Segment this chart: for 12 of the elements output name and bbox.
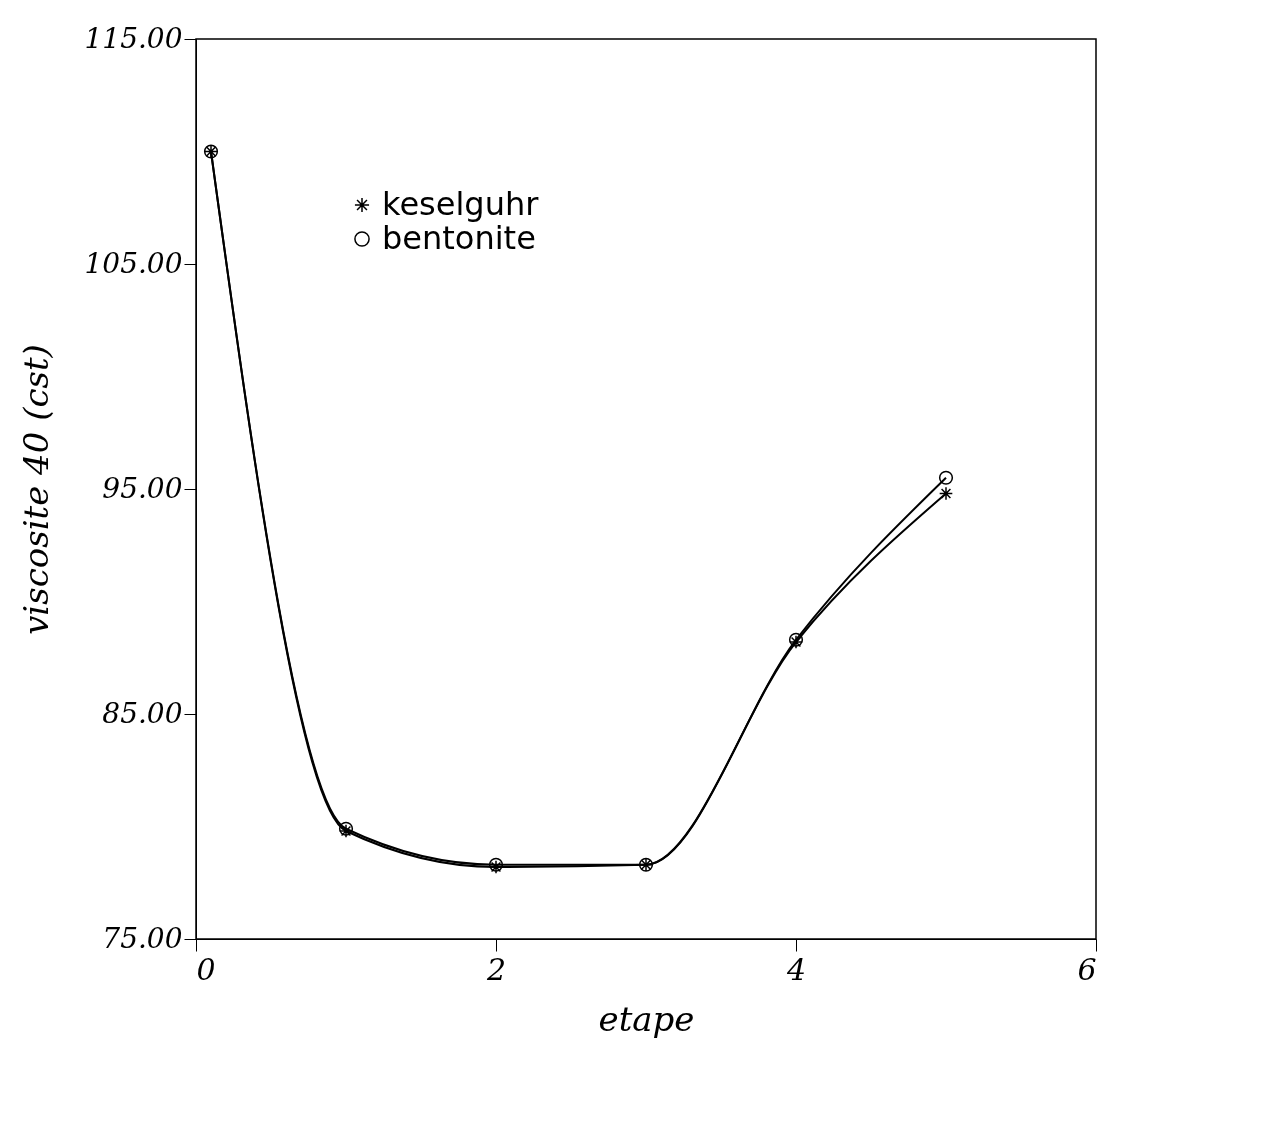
y-tick-label: 85.00: [102, 696, 183, 730]
y-tick-label: 105.00: [84, 246, 183, 280]
y-tick-label: 115.00: [84, 21, 183, 55]
x-axis-title: etape: [598, 998, 695, 1039]
y-tick-label: 95.00: [102, 471, 183, 505]
x-tick-label: 6: [1077, 951, 1097, 987]
x-tick-label: 2: [485, 951, 507, 987]
y-tick-label: 75.00: [102, 921, 183, 955]
legend-label: keselguhr: [382, 185, 540, 223]
x-tick-label: 0: [196, 951, 216, 987]
y-axis-title: viscosite 40 (cst): [15, 344, 56, 635]
x-tick-label: 4: [785, 951, 807, 987]
